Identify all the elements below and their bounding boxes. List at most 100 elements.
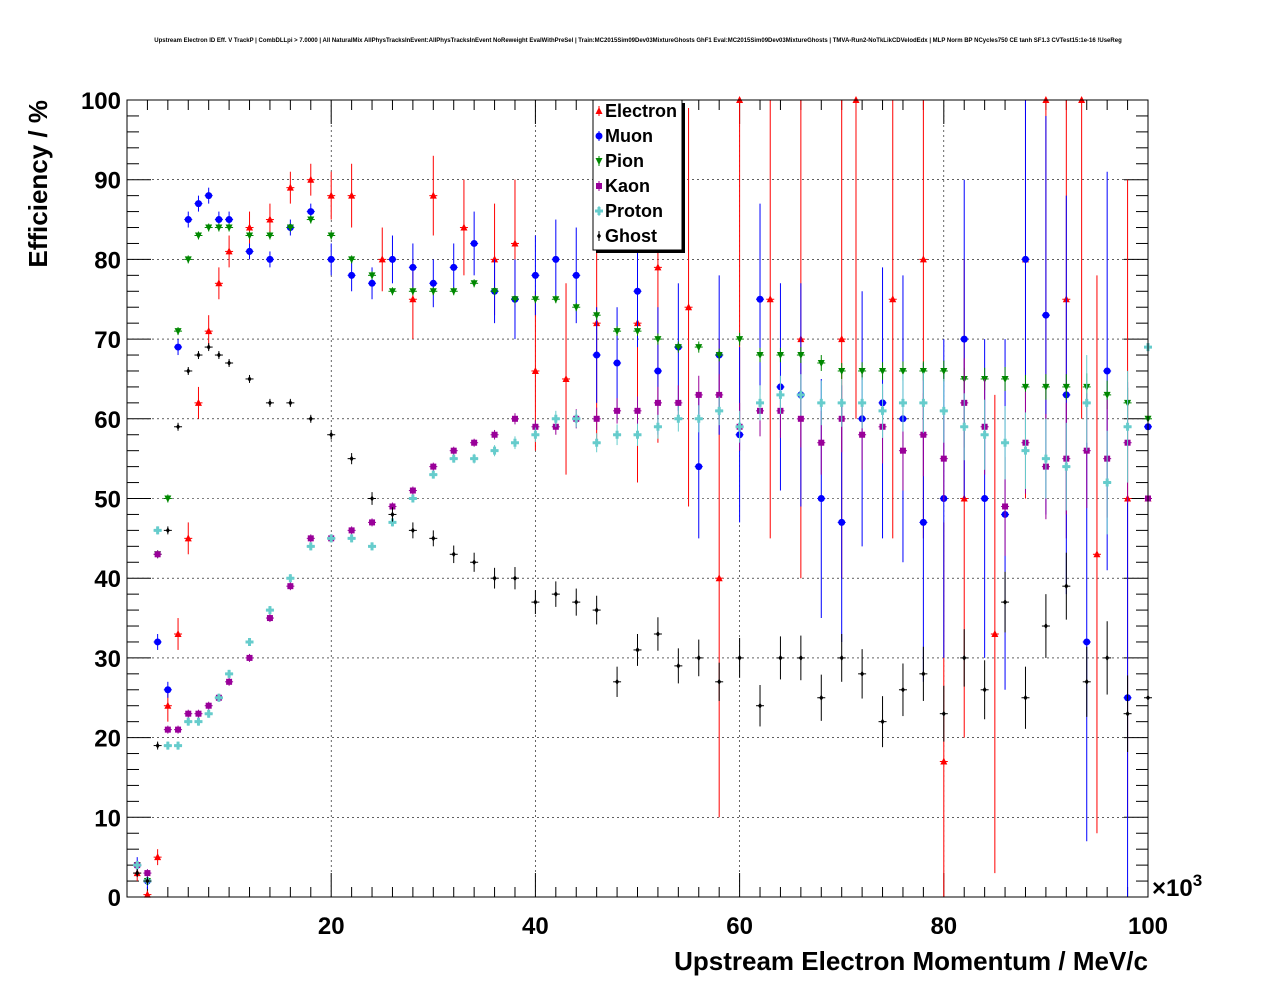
data-point [154,638,162,646]
data-point [144,870,151,877]
data-point [245,637,254,646]
data-point [654,399,661,406]
data-point [307,208,315,216]
data-point [135,870,140,877]
data-point [429,191,437,199]
x-tick-label: 100 [1128,913,1168,940]
data-point [176,423,181,430]
data-point [184,534,192,542]
data-point [1042,311,1050,319]
data-point [633,430,642,439]
data-point [470,280,478,288]
data-point [675,399,682,406]
data-point [592,438,601,447]
data-point [450,447,457,454]
legend: Electron Muon Pion Kaon Proton Ghost [592,99,685,253]
data-point [531,296,539,304]
data-point [940,757,948,765]
data-point [327,191,335,199]
series-ghost [133,343,1152,886]
data-point [859,431,866,438]
data-point [195,710,202,717]
data-point [695,391,702,398]
y-tick-label: 100 [81,88,121,115]
data-point [174,629,182,637]
data-point [776,390,785,399]
data-point [388,288,396,296]
data-point [615,678,620,685]
data-point [531,271,539,279]
data-point [572,414,581,423]
data-point [562,374,570,382]
data-point [511,296,519,304]
data-point [654,263,662,271]
data-point [572,271,580,279]
data-point [756,295,764,303]
legend-marker [597,233,601,239]
data-point [1021,383,1029,391]
data-point [163,741,172,750]
data-point [960,335,968,343]
data-point [471,439,478,446]
data-point [531,366,539,374]
data-point [327,534,336,543]
data-point [287,583,294,590]
data-point [408,494,417,503]
data-point [267,399,272,406]
data-point [982,686,987,693]
data-point [225,216,233,224]
data-point [348,527,355,534]
data-point [185,710,192,717]
data-point [348,271,356,279]
data-point [186,367,191,374]
data-point [1021,446,1030,455]
data-point [991,629,999,637]
data-point [133,861,142,870]
data-point [889,295,897,303]
data-point [194,398,202,406]
x-tick-label: 20 [318,913,345,940]
data-point [451,551,456,558]
data-point [1062,383,1070,391]
data-point [531,430,540,439]
data-point [492,575,497,582]
data-point [674,344,682,352]
data-point [184,717,193,726]
data-point [327,255,335,263]
data-point [736,336,744,344]
data-point [174,741,183,750]
data-point [227,360,232,367]
data-point [308,415,313,422]
data-point [368,272,376,280]
data-point [613,328,621,336]
data-point [491,431,498,438]
data-point [266,215,274,223]
legend-box [592,99,683,251]
data-point [288,399,293,406]
legend-label: Ghost [605,226,657,246]
data-point [449,454,458,463]
data-point [1125,710,1130,717]
data-point [899,447,906,454]
data-point [879,367,887,375]
data-point [572,304,580,312]
data-point [900,686,905,693]
data-point [409,263,417,271]
data-point [246,232,254,240]
data-point [329,431,334,438]
data-point [593,351,601,359]
data-point [409,487,416,494]
data-point [919,518,927,526]
data-point [838,367,846,375]
data-point [204,709,213,718]
data-point [327,232,335,240]
data-point [921,670,926,677]
data-point [685,303,693,311]
data-point [919,398,928,407]
data-point [155,742,160,749]
legend-label: Proton [605,201,663,221]
data-point [225,224,233,232]
data-point [472,559,477,566]
data-point [347,534,356,543]
series-pion [133,215,1152,886]
